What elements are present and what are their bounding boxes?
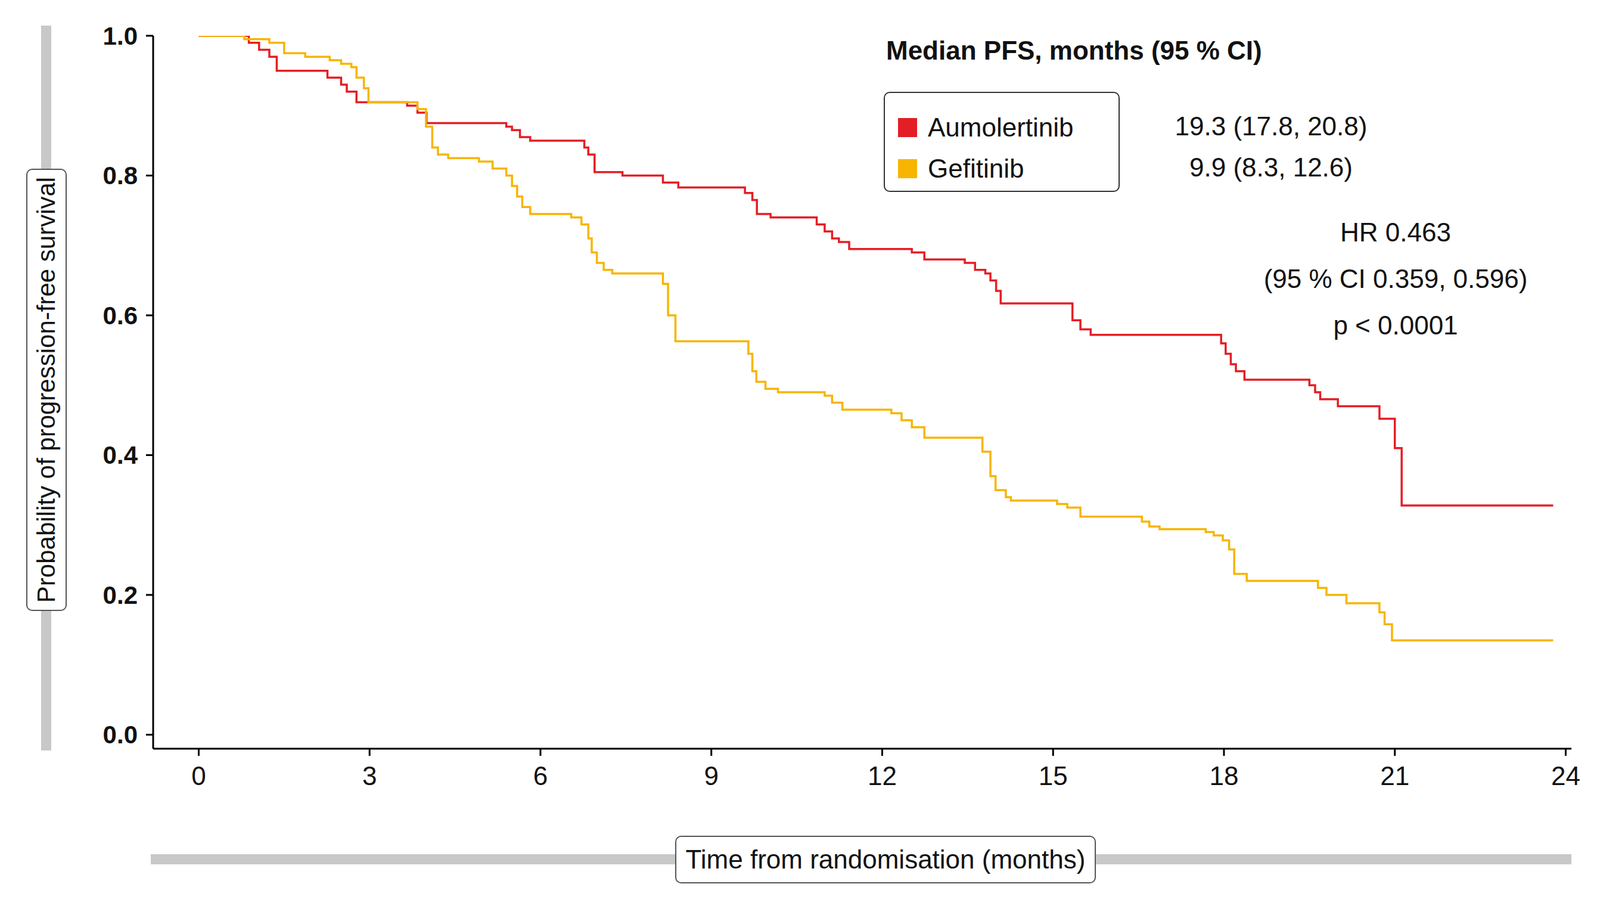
html-text:9.9 (8.3, 12.6): 9.9 (8.3, 12.6) <box>1189 152 1353 182</box>
svg-text:24: 24 <box>1551 760 1581 791</box>
html-text:Gefitinib: Gefitinib <box>927 153 1024 183</box>
html-text:19.3 (17.8, 20.8): 19.3 (17.8, 20.8) <box>1174 111 1368 141</box>
svg-text:0.8: 0.8 <box>103 161 138 190</box>
svg-text:12: 12 <box>867 760 897 791</box>
svg-text:18: 18 <box>1209 760 1239 791</box>
html-text:p < 0.0001: p < 0.0001 <box>1333 310 1458 340</box>
svg-text:0.4: 0.4 <box>103 440 139 469</box>
html-text:Median PFS, months (95 % CI): Median PFS, months (95 % CI) <box>886 35 1263 65</box>
svg-text:0.6: 0.6 <box>103 301 138 330</box>
svg-text:15: 15 <box>1038 760 1068 791</box>
html-text:Probability of progression-fre: Probability of progression-free survival <box>32 176 61 603</box>
svg-text:9: 9 <box>703 760 719 791</box>
svg-text:0.0: 0.0 <box>103 720 138 749</box>
html-text:(95 % CI 0.359, 0.596): (95 % CI 0.359, 0.596) <box>1263 263 1528 294</box>
svg-text:0: 0 <box>191 760 206 791</box>
html-text:HR 0.463: HR 0.463 <box>1340 217 1451 247</box>
html-text:Aumolertinib: Aumolertinib <box>927 112 1074 142</box>
svg-text:0.2: 0.2 <box>103 581 138 610</box>
html-text:Time from randomisation (month: Time from randomisation (months) <box>685 844 1086 874</box>
svg-text:3: 3 <box>362 760 377 791</box>
svg-text:6: 6 <box>533 760 548 791</box>
svg-text:21: 21 <box>1380 760 1410 791</box>
svg-text:1.0: 1.0 <box>103 22 138 51</box>
